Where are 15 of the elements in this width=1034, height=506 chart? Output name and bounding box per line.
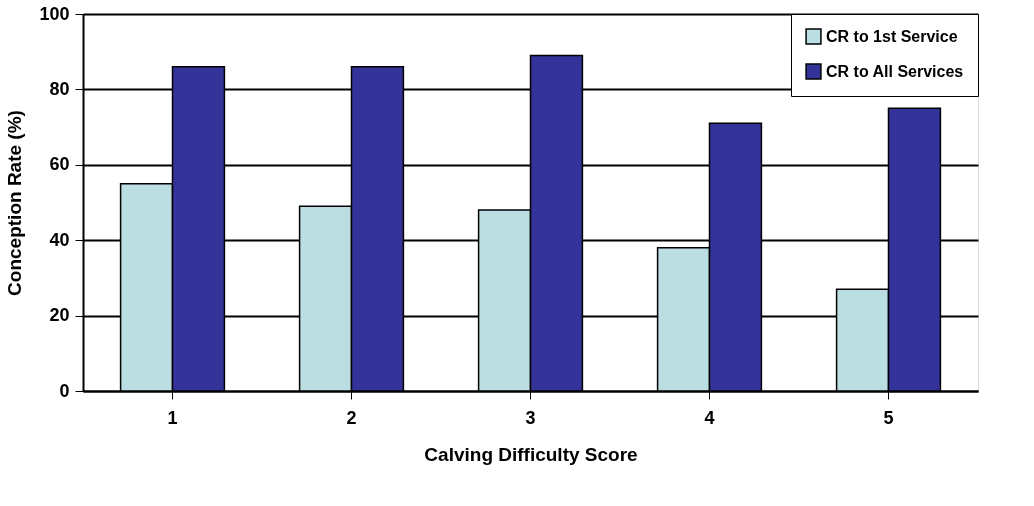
x-tick-label: 3	[525, 407, 536, 428]
legend-label: CR to 1st Service	[826, 27, 958, 45]
x-tick-label: 1	[167, 407, 178, 428]
legend-label: CR to All Services	[826, 62, 964, 80]
y-axis-title: Conception Rate (%)	[4, 110, 26, 296]
y-tick-label: 100	[39, 3, 70, 24]
x-tick-label: 4	[704, 407, 715, 428]
y-tick-label: 60	[49, 154, 70, 175]
x-tick-label: 2	[346, 407, 357, 428]
y-tick-label: 40	[49, 229, 70, 250]
x-tick-label: 5	[883, 407, 894, 428]
y-tick-label: 0	[59, 380, 70, 401]
y-tick-label: 20	[49, 305, 70, 326]
x-axis-title: Calving Difficulty Score	[424, 443, 638, 465]
y-tick-label: 80	[49, 78, 70, 99]
